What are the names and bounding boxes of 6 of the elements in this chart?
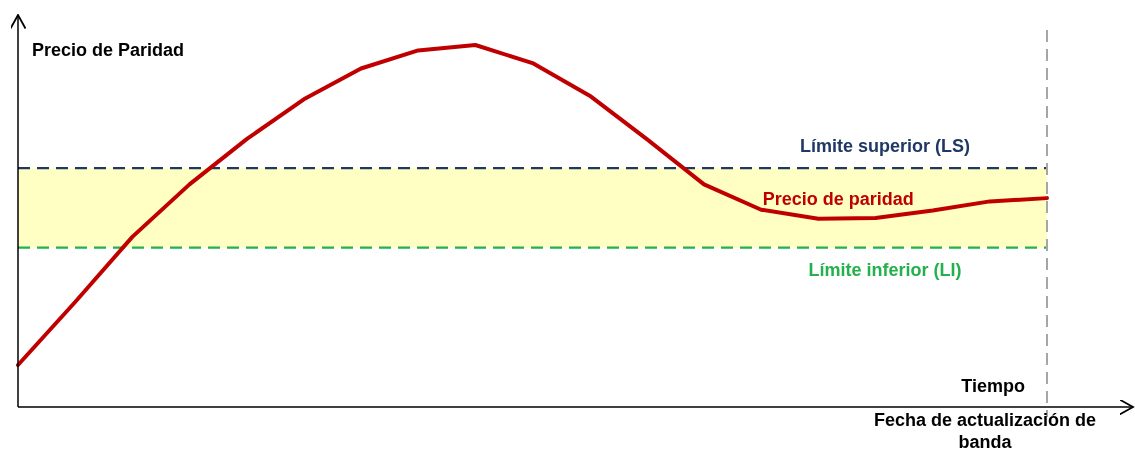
x-axis-title: Tiempo (961, 376, 1025, 396)
text: Fecha de actualización de banda (873, 410, 1097, 452)
ref-line-label: Límite inferior (LI) (808, 259, 962, 280)
series-label: Precio de paridad (762, 188, 914, 209)
y-axis-title: Precio de Paridad (32, 40, 185, 60)
ref-line-label: Límite superior (LS) (799, 136, 971, 157)
